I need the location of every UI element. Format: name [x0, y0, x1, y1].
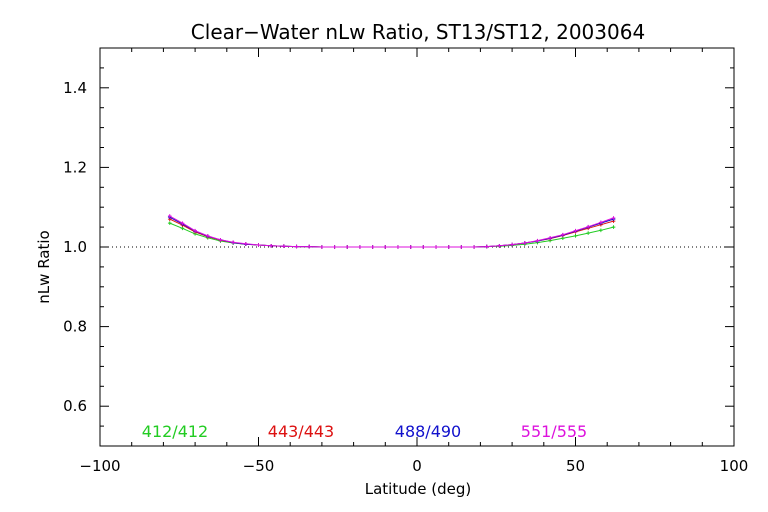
data-point — [535, 238, 540, 243]
data-point — [611, 216, 616, 220]
y-tick-label: 1.4 — [63, 79, 87, 97]
data-point — [548, 236, 552, 240]
data-point — [231, 240, 235, 245]
y-tick-label: 1.2 — [63, 158, 87, 176]
data-point — [205, 234, 210, 238]
data-point — [180, 226, 185, 231]
data-point — [332, 245, 337, 249]
data-point — [269, 244, 273, 248]
data-point — [522, 241, 527, 245]
data-point — [573, 228, 578, 233]
data-point — [611, 225, 616, 229]
data-point — [421, 245, 426, 249]
data-point — [573, 234, 578, 238]
y-tick-labels: 0.6 0.8 1.0 1.2 1.4 — [63, 79, 87, 415]
y-tick-label: 1.0 — [63, 238, 87, 256]
legend-entry: 412/412 — [142, 422, 208, 441]
x-tick-label: 100 — [720, 457, 749, 475]
series-488-490 — [167, 215, 616, 249]
x-tick-label: −100 — [79, 457, 120, 475]
y-tick-label: 0.8 — [63, 318, 87, 336]
x-tick-label: 50 — [566, 457, 585, 475]
data-point — [167, 221, 172, 225]
series-412-412 — [167, 221, 616, 249]
series-443-443 — [167, 217, 616, 249]
data-point — [561, 232, 565, 237]
data-point — [586, 224, 590, 229]
data-point — [180, 221, 185, 225]
data-point — [383, 245, 388, 249]
data-point — [484, 244, 489, 249]
data-point — [358, 245, 362, 249]
x-tick-label: −50 — [243, 457, 275, 475]
data-point — [193, 228, 197, 233]
legend-entry: 443/443 — [268, 422, 334, 441]
data-point — [459, 245, 464, 249]
data-point — [282, 244, 286, 249]
y-tick-label: 0.6 — [63, 397, 87, 415]
data-point — [599, 228, 603, 233]
series-layer — [167, 214, 616, 249]
x-tick-labels: −100 −50 0 50 100 — [79, 457, 748, 475]
data-point — [446, 245, 451, 249]
data-point — [244, 242, 248, 246]
data-point — [370, 245, 375, 249]
data-point — [408, 245, 413, 249]
x-axis-label: Latitude (deg) — [365, 480, 471, 498]
data-point — [510, 242, 514, 247]
data-point — [434, 245, 438, 249]
y-axis-label: nLw Ratio — [35, 230, 53, 303]
data-point — [472, 245, 476, 249]
data-point — [294, 244, 299, 249]
data-point — [218, 238, 223, 242]
x-tick-label: 0 — [412, 457, 422, 475]
series-line — [169, 215, 614, 248]
data-point — [167, 214, 172, 218]
data-point — [345, 245, 350, 249]
axis-ticks — [99, 47, 735, 447]
data-point — [497, 244, 502, 248]
data-point — [256, 243, 261, 247]
data-point — [307, 244, 312, 249]
data-point — [599, 220, 603, 225]
data-point — [320, 245, 324, 249]
data-point — [396, 245, 400, 249]
legend-entry: 488/490 — [395, 422, 461, 441]
data-point — [586, 231, 590, 235]
legend: 412/412 443/443 488/490 551/555 — [142, 422, 587, 441]
series-551-555 — [167, 214, 616, 249]
chart-title: Clear−Water nLw Ratio, ST13/ST12, 200306… — [191, 20, 645, 44]
legend-entry: 551/555 — [521, 422, 587, 441]
